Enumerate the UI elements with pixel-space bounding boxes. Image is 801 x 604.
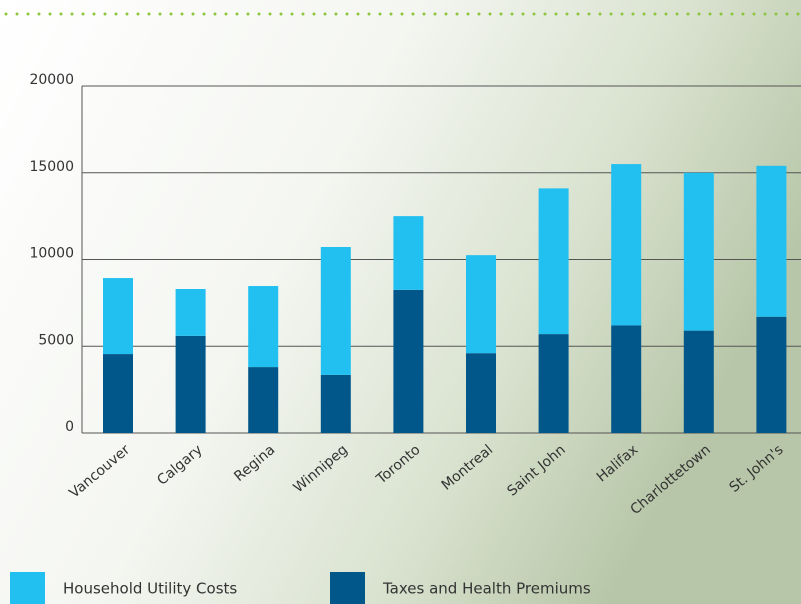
bar-segment (248, 367, 278, 433)
bar-segment (103, 278, 133, 354)
bar-segment (393, 216, 423, 290)
bar-segment (756, 317, 786, 433)
bar-segment (176, 336, 206, 433)
bar-segment (103, 354, 133, 433)
bar-segment (611, 325, 641, 433)
bar-segment (466, 353, 496, 433)
legend-label: Household Utility Costs (63, 580, 237, 598)
y-tick-label: 10000 (29, 246, 74, 262)
y-tick-label: 5000 (38, 332, 74, 348)
bar-segment (248, 286, 278, 367)
chart: 05000100001500020000VancouverCalgaryRegi… (0, 0, 801, 604)
y-tick-label: 15000 (29, 159, 74, 175)
bar-segment (684, 331, 714, 433)
bar-segment (321, 375, 351, 433)
legend-swatch (330, 572, 365, 604)
bar-segment (393, 290, 423, 433)
bar-segment (539, 188, 569, 334)
bar-segment (611, 164, 641, 325)
bar-segment (684, 173, 714, 331)
bar-segment (321, 247, 351, 375)
bar-segment (466, 255, 496, 353)
y-tick-label: 0 (65, 419, 74, 435)
bar-segment (756, 166, 786, 317)
bar-segment (176, 289, 206, 336)
legend-swatch (10, 572, 45, 604)
bar-segment (539, 334, 569, 433)
y-tick-label: 20000 (29, 72, 74, 88)
legend-label: Taxes and Health Premiums (382, 580, 591, 598)
